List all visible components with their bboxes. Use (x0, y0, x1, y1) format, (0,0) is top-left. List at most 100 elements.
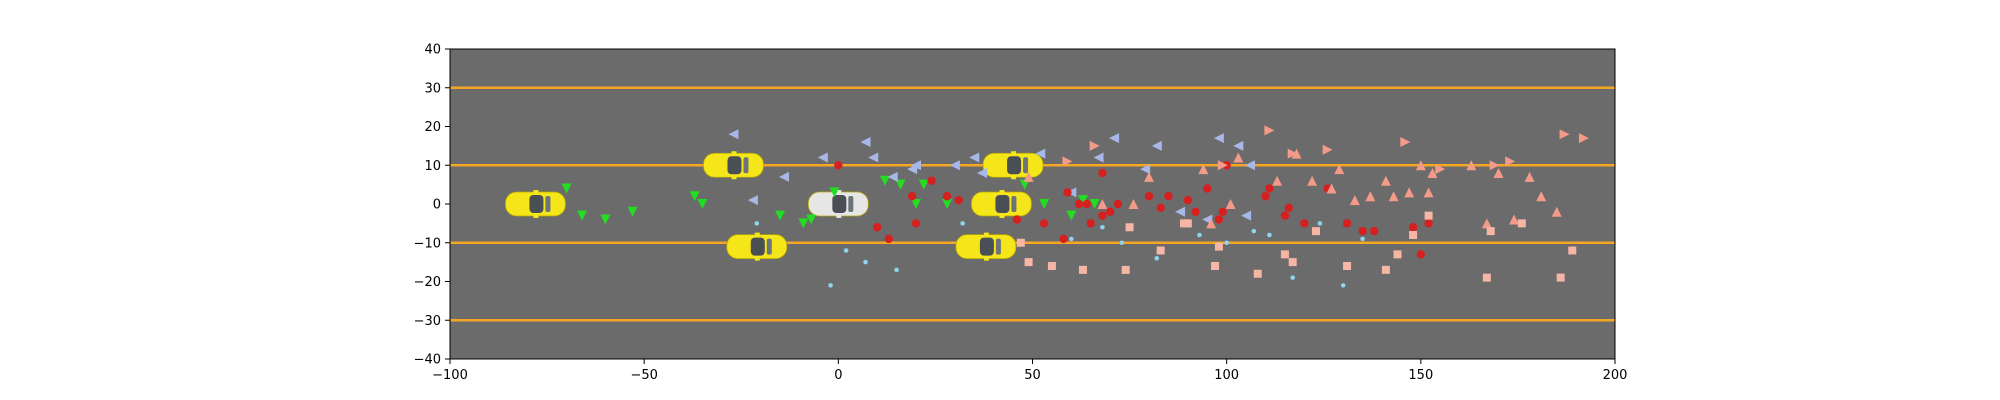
vehicle-mirror (731, 176, 737, 180)
vehicle-rear-window (743, 157, 749, 174)
y-tick-label: 0 (433, 198, 441, 213)
marker-dot (1267, 232, 1272, 238)
marker-dot (1317, 221, 1323, 226)
marker-triangle-down (806, 214, 817, 225)
marker-triangle-left (1140, 164, 1151, 175)
vehicle (726, 232, 788, 261)
marker-triangle-left (1109, 133, 1120, 144)
y-axis: −40 −30 −20 −10 0 10 20 30 40 (414, 43, 450, 368)
marker-circle (1416, 250, 1426, 259)
marker-circle (1284, 203, 1294, 213)
marker-triangle-down (1019, 179, 1030, 190)
vehicle-rear-window (848, 196, 854, 212)
marker-circle (834, 161, 843, 170)
vehicle-mirror (533, 215, 539, 218)
y-tick-label: 40 (424, 43, 441, 58)
vehicle-mirror (533, 190, 539, 193)
marker-triangle-left (747, 195, 758, 206)
marker-triangle-down (942, 199, 953, 209)
vehicle-mirror (983, 232, 989, 236)
marker-circle (942, 192, 952, 201)
marker-triangle-left (1244, 160, 1255, 171)
vehicle-rear-window (1023, 157, 1029, 174)
marker-circle (1342, 219, 1352, 228)
marker-triangle-left (1093, 152, 1104, 163)
marker-circle (1156, 203, 1165, 213)
marker-square (1121, 265, 1130, 274)
marker-triangle-down (798, 218, 809, 229)
marker-triangle-left (1151, 140, 1162, 151)
marker-circle (1113, 199, 1123, 209)
marker-triangle-up (1233, 152, 1244, 163)
marker-square (1078, 265, 1087, 274)
vehicle-mirror (999, 190, 1005, 193)
marker-square (1280, 250, 1289, 259)
scatter-markers (561, 125, 1589, 288)
marker-square (1556, 273, 1565, 282)
marker-dot (843, 248, 849, 253)
marker-circle (1408, 223, 1418, 232)
marker-triangle-right (1400, 137, 1411, 147)
marker-triangle-left (949, 160, 960, 171)
marker-square (1486, 227, 1495, 236)
marker-triangle-down (1089, 199, 1100, 209)
marker-triangle-up (1128, 199, 1139, 209)
marker-triangle-up (1349, 195, 1360, 206)
marker-triangle-up (1198, 164, 1209, 175)
vehicle-windshield (750, 237, 765, 256)
marker-triangle-left (887, 171, 898, 182)
marker-triangle-up (1097, 199, 1108, 209)
marker-square (1211, 262, 1220, 270)
vehicle (982, 151, 1044, 180)
vehicle (505, 190, 566, 218)
marker-square (1016, 238, 1025, 247)
marker-triangle-left (817, 152, 828, 163)
marker-triangle-right (1578, 133, 1589, 144)
marker-triangle-down (697, 199, 708, 209)
marker-triangle-up (1334, 164, 1345, 175)
marker-triangle-down (911, 199, 921, 209)
marker-dot (960, 221, 965, 226)
y-tick-label: −20 (414, 275, 441, 290)
marker-triangle-down (561, 183, 572, 194)
marker-square (1568, 246, 1577, 255)
marker-triangle-up (1380, 175, 1391, 186)
marker-triangle-down (918, 179, 929, 190)
marker-square (1156, 246, 1165, 255)
vehicle-rear-window (995, 238, 1001, 255)
marker-square (1409, 231, 1418, 239)
marker-triangle-up (1023, 171, 1034, 182)
marker-triangle-down (627, 206, 638, 217)
marker-square (1288, 258, 1297, 267)
marker-square (1311, 227, 1320, 236)
x-tick-label: 50 (1024, 368, 1041, 383)
marker-dot (863, 259, 868, 265)
marker-circle (1261, 192, 1270, 201)
marker-dot (754, 221, 760, 226)
marker-triangle-up (1551, 206, 1562, 217)
marker-dot (1290, 275, 1295, 280)
marker-dot (1224, 240, 1229, 246)
y-tick-label: −10 (414, 236, 441, 251)
marker-circle (1218, 207, 1227, 216)
marker-square (1424, 211, 1433, 220)
marker-triangle-right (1435, 164, 1446, 175)
marker-triangle-up (1365, 191, 1376, 202)
y-tick-label: 30 (424, 81, 441, 96)
marker-triangle-left (728, 129, 739, 140)
marker-circle (911, 219, 921, 228)
marker-dot (1069, 236, 1074, 242)
marker-triangle-up (1481, 218, 1492, 229)
marker-triangle-right (1264, 125, 1275, 136)
marker-circle (1214, 215, 1224, 224)
marker-square (1183, 219, 1192, 228)
marker-triangle-left (1241, 210, 1252, 221)
ego-vehicle (807, 190, 869, 218)
marker-dot (1119, 240, 1125, 246)
marker-triangle-down (775, 210, 786, 221)
marker-circle (1098, 211, 1107, 220)
marker-triangle-up (1509, 214, 1520, 225)
marker-triangle-down (879, 175, 890, 186)
marker-square (1393, 250, 1402, 259)
